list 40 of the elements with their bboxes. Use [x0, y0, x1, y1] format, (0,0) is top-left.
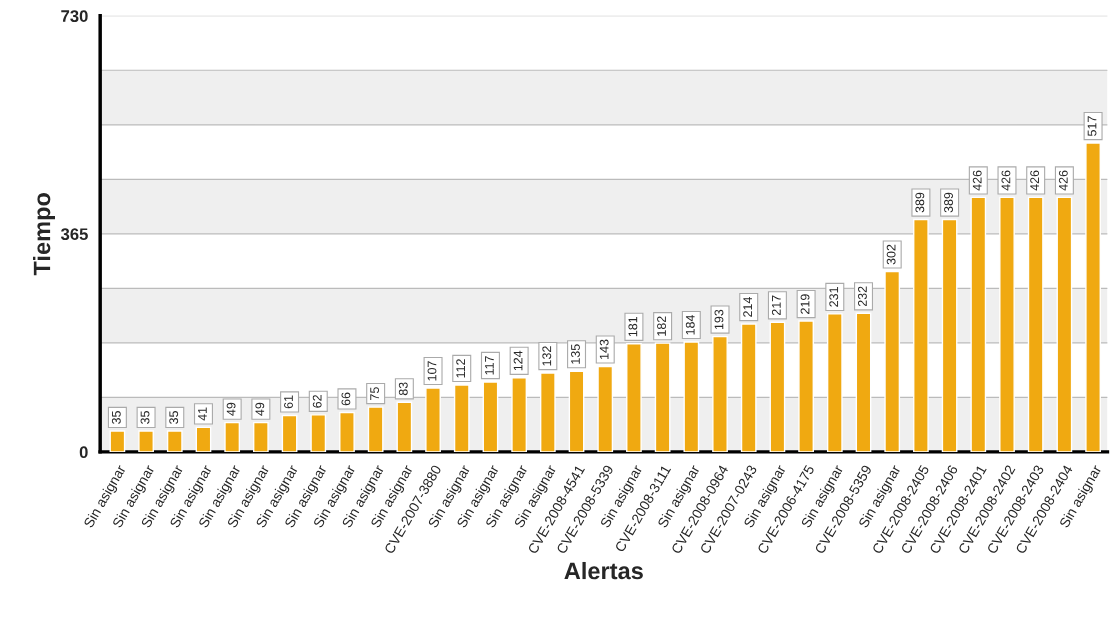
data-label: 35 [169, 411, 179, 424]
data-label: 231 [829, 287, 839, 307]
data-label: 62 [312, 395, 322, 408]
data-label: 389 [944, 192, 953, 213]
data-label: 426 [972, 170, 982, 191]
data-label: 107 [427, 361, 437, 381]
data-label: 117 [485, 356, 494, 375]
data-label: 193 [714, 309, 724, 330]
data-label: 112 [456, 359, 465, 378]
data-label: 143 [599, 339, 609, 359]
data-label: 61 [284, 395, 293, 409]
data-label: 232 [858, 286, 867, 307]
data-label: 132 [542, 346, 552, 366]
data-label: 135 [571, 344, 580, 364]
y-tick-label: 365 [60, 228, 88, 241]
data-label: 426 [1030, 170, 1040, 191]
data-label: 389 [915, 192, 925, 213]
y-tick-label: 730 [61, 10, 88, 23]
data-label: 49 [226, 402, 236, 416]
data-label: 219 [800, 294, 810, 314]
data-label: 35 [140, 411, 150, 424]
data-label: 181 [628, 316, 638, 337]
data-label: 217 [771, 295, 781, 316]
data-label: 41 [198, 407, 207, 421]
data-label: 214 [743, 297, 752, 317]
data-label: 124 [513, 350, 523, 371]
data-label: 35 [111, 411, 121, 424]
data-label: 426 [1001, 170, 1011, 191]
y-axis-title: Tiempo [32, 192, 55, 276]
data-label: 184 [685, 314, 695, 335]
data-label: 182 [657, 316, 666, 336]
data-label: 83 [398, 382, 408, 396]
data-label: 302 [886, 244, 896, 265]
x-axis-title: Alertas [564, 561, 643, 580]
y-tick-label: 0 [79, 446, 88, 459]
data-label: 66 [341, 392, 351, 406]
data-label: 517 [1087, 116, 1097, 136]
data-label: 49 [255, 402, 265, 416]
data-label: 75 [370, 387, 380, 400]
data-label: 426 [1058, 170, 1068, 191]
